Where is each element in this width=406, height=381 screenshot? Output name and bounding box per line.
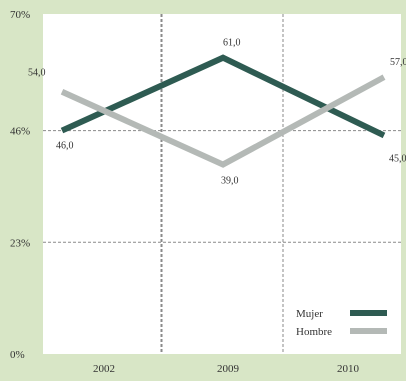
data-label: 45,0 <box>389 153 406 164</box>
y-tick-label: 0% <box>10 349 25 361</box>
x-tick-label: 2010 <box>337 363 360 375</box>
series-line-hombre <box>60 74 386 168</box>
legend: Mujer Hombre <box>288 298 394 344</box>
legend-label: Mujer <box>296 308 323 320</box>
y-tick-label: 23% <box>10 237 30 249</box>
y-axis-ticks: 0% 23% 46% 70% <box>10 9 30 361</box>
data-label: 54,0 <box>28 68 46 79</box>
data-label: 61,0 <box>223 38 241 49</box>
data-label: 57,0 <box>390 57 406 68</box>
plot-area <box>43 14 401 354</box>
series-lines <box>60 54 386 168</box>
x-axis-ticks: 2002 2009 2010 <box>93 363 360 375</box>
data-labels: 46,0 61,0 45,0 54,0 39,0 57,0 <box>28 38 406 187</box>
x-tick-label: 2002 <box>93 363 115 375</box>
x-tick-label: 2009 <box>217 363 240 375</box>
grid <box>43 14 401 354</box>
data-label: 46,0 <box>56 141 74 152</box>
legend-label: Hombre <box>296 326 332 338</box>
legend-box <box>288 298 394 344</box>
y-tick-label: 70% <box>10 9 30 21</box>
y-tick-label: 46% <box>10 126 30 138</box>
data-label: 39,0 <box>221 176 239 187</box>
